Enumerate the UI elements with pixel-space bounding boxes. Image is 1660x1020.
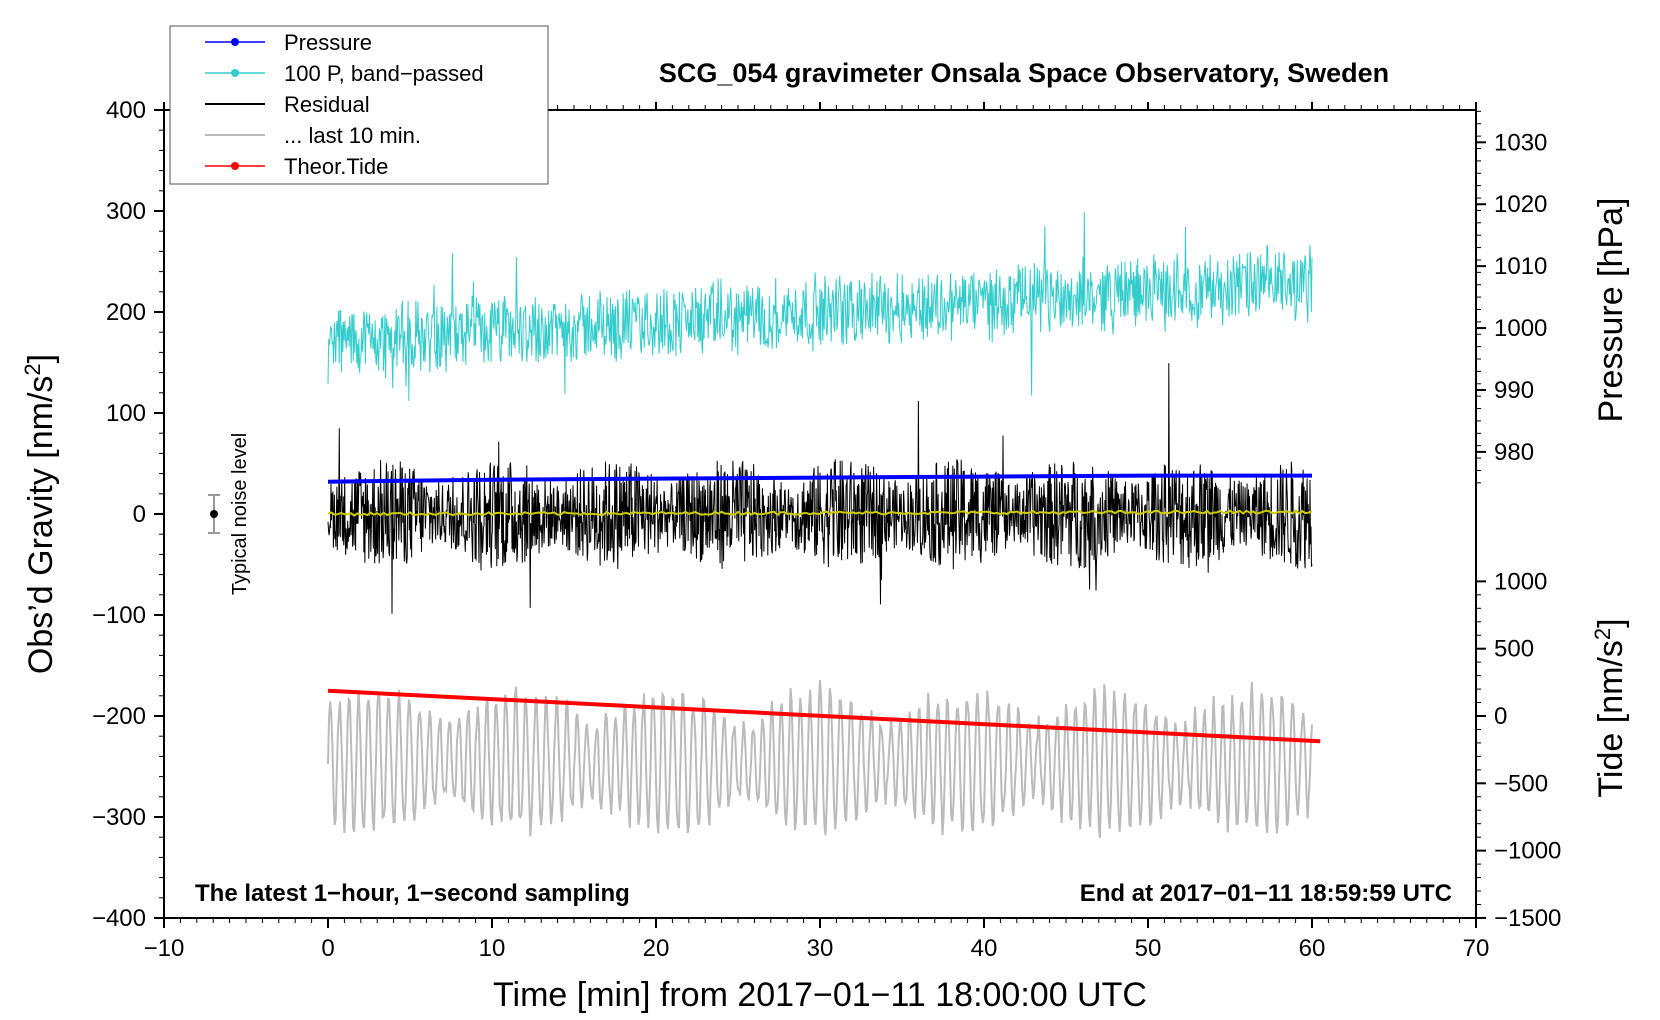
tide-tick-label: −1000: [1494, 838, 1561, 865]
legend-label: Theor.Tide: [284, 154, 388, 179]
x-tick-label: 40: [971, 935, 998, 962]
tide-title-sup: 2: [1590, 628, 1615, 640]
annotation-end-time: End at 2017−01−11 18:59:59 UTC: [1080, 880, 1452, 907]
pressure-tick-label: 1010: [1494, 253, 1547, 280]
legend-label: ... last 10 min.: [284, 123, 421, 148]
y-left-tick-label: 300: [106, 198, 146, 225]
y-left-tick-label: −300: [92, 804, 146, 831]
legend-marker: [231, 38, 239, 46]
y-left-tick-label: 0: [133, 501, 146, 528]
x-tick-label: 20: [643, 935, 670, 962]
tide-tick-label: 500: [1494, 636, 1534, 663]
series-group: [327, 211, 1321, 838]
x-tick-label: 10: [479, 935, 506, 962]
series-pressure: [327, 473, 1312, 484]
y-left-title-end: ]: [22, 354, 60, 363]
y-left-tick-label: −100: [92, 602, 146, 629]
legend-marker: [231, 162, 239, 170]
y-left-tick-label: 200: [106, 299, 146, 326]
series-last-10-min: [327, 679, 1313, 838]
x-tick-label: 70: [1463, 935, 1490, 962]
series-theor-tide: [327, 688, 1321, 744]
noise-label: Typical noise level: [229, 433, 251, 595]
y-left-tick-label: 100: [106, 400, 146, 427]
x-tick-label: 0: [321, 935, 334, 962]
pressure-tick-label: 1000: [1494, 315, 1547, 342]
legend-label: 100 P, band−passed: [284, 61, 484, 86]
pressure-tick-label: 1020: [1494, 191, 1547, 218]
pressure-tick-label: 1030: [1494, 129, 1547, 156]
legend-marker: [231, 69, 239, 77]
axes-group: −10 0 10 20 30 40 50 60 704003002001000−100−200−…: [92, 97, 1561, 962]
series-residual: [327, 363, 1313, 614]
noise-marker: [210, 510, 218, 518]
annotation-sampling: The latest 1−hour, 1−second sampling: [195, 880, 630, 907]
series-residual-mean: [327, 509, 1313, 517]
y-right-tide-title: Tide [nm/s2]: [1590, 618, 1630, 797]
y-left-axis-title: Obs’d Gravity [nm/s2]: [20, 354, 60, 674]
y-right-pressure-title: Pressure [hPa]: [1592, 198, 1630, 423]
x-axis-title: Time [min] from 2017−01−11 18:00:00 UTC: [493, 976, 1147, 1014]
y-left-tick-label: −400: [92, 905, 146, 932]
legend-label: Residual: [284, 92, 370, 117]
y-left-tick-label: 400: [106, 97, 146, 124]
legend-label: Pressure: [284, 30, 372, 55]
chart-title: SCG_054 gravimeter Onsala Space Observat…: [659, 58, 1389, 88]
y-left-title-sup: 2: [20, 363, 45, 375]
x-tick-label: 30: [807, 935, 834, 962]
x-tick-label: 50: [1135, 935, 1162, 962]
tide-tick-label: 1000: [1494, 568, 1547, 595]
x-tick-label: −10: [144, 935, 185, 962]
legend-entries: Pressure 100 P, band−passed Residual ... la…: [205, 30, 484, 179]
legend: Pressure 100 P, band−passed Residual ... la…: [169, 25, 549, 185]
x-tick-label: 60: [1299, 935, 1326, 962]
tide-tick-label: −1500: [1494, 905, 1561, 932]
y-left-title-main: Obs’d Gravity [nm/s: [22, 376, 60, 675]
tide-title-end: ]: [1592, 618, 1630, 627]
pressure-tick-label: 980: [1494, 439, 1534, 466]
tide-tick-label: 0: [1494, 703, 1507, 730]
y-left-tick-label: −200: [92, 703, 146, 730]
tide-title-main: Tide [nm/s: [1592, 640, 1630, 797]
tide-tick-label: −500: [1494, 770, 1548, 797]
series-band-passed: [327, 211, 1313, 401]
pressure-tick-label: 990: [1494, 377, 1534, 404]
